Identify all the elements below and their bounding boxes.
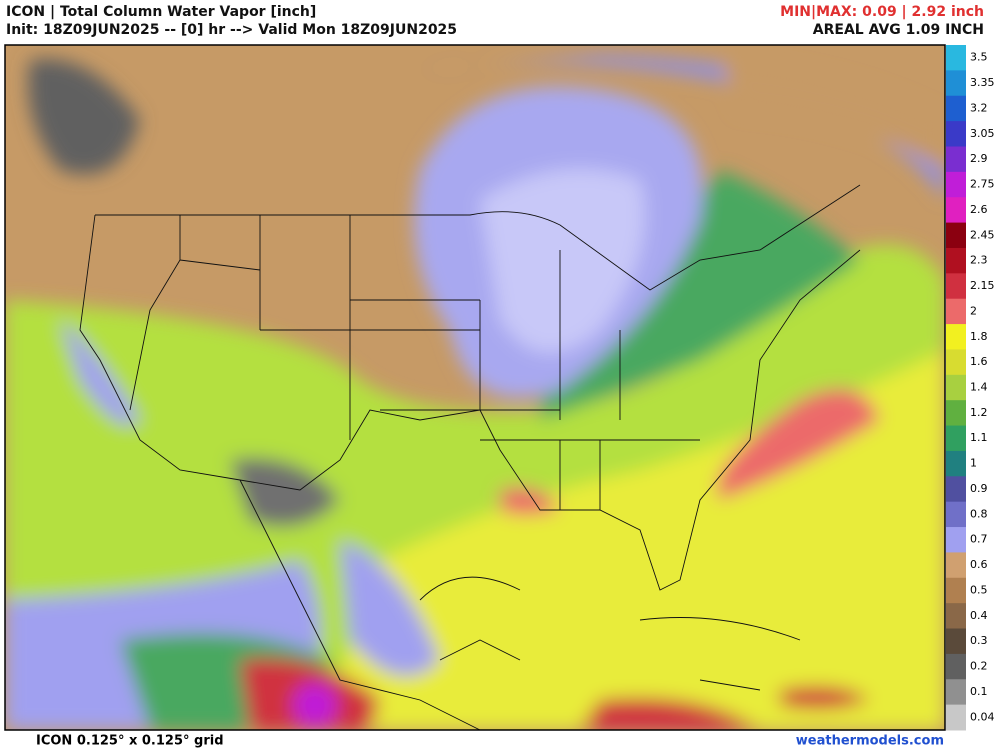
map-frame [4,44,946,731]
colorbar-label: 2.6 [970,203,988,216]
colorbar-swatch [946,476,966,503]
colorbar-label: 2.9 [970,152,988,165]
borders [79,184,861,730]
colorbar-label: 2.15 [970,279,995,292]
colorbar-label: 1.4 [970,381,988,394]
colorbar-label: 0.2 [970,660,988,673]
colorbar-label: 1 [970,457,977,470]
colorbar-label: 1.1 [970,431,988,444]
colorbar-label: 1.6 [970,355,988,368]
colorbar-swatch [946,171,966,198]
colorbar-swatch [946,324,966,350]
colorbar-label: 3.5 [970,51,988,64]
colorbar-label: 2 [970,304,977,317]
colorbar-swatch [946,374,966,401]
colorbar-swatch [946,425,966,452]
colorbar-label: 0.1 [970,685,988,698]
colorbar-swatch [946,628,966,655]
colorbar-swatch [946,704,966,731]
init-time: Init: 18Z09JUN2025 -- [0] hr --> Valid M… [6,22,458,38]
colorbar-label: 1.2 [970,406,988,419]
colorbar-swatch [946,45,966,71]
colorbar-swatch [946,679,966,706]
colorbar-label: 0.3 [970,634,988,647]
colorbar-label: 3.2 [970,101,988,114]
colorbar-label: 0.5 [970,583,988,596]
colorbar-swatch [946,298,966,325]
grid-info: ICON 0.125° x 0.125° grid [36,734,224,749]
colorbar-swatch [946,146,966,173]
colorbar-swatch [946,450,966,477]
colorbar-swatch [946,247,966,274]
colorbar-swatch [946,121,966,147]
colorbar-label: 0.04 [970,710,995,723]
colorbar-swatch [946,501,966,528]
colorbar-swatch [946,197,966,224]
colorbar-swatch [946,653,966,680]
colorbar-label: 2.75 [970,178,995,191]
colorbar-swatch [946,400,966,427]
colorbar-label: 0.8 [970,507,988,520]
colorbar-swatch [946,70,966,97]
colorbar-swatch [946,577,966,604]
colorbar-swatch [946,349,966,376]
colorbar-swatch [946,603,966,630]
colorbar-label: 3.05 [970,127,995,140]
site: weathermodels.com [796,734,944,749]
colorbar-label: 0.4 [970,609,988,622]
colorbar-swatch [946,222,966,249]
colorbar-swatch [946,95,966,122]
min-max: MIN|MAX: 0.09 | 2.92 inch [780,4,984,20]
colorbar-swatch [946,273,966,300]
field [5,45,945,730]
colorbar-label: 2.45 [970,228,995,241]
colorbar-swatch [946,552,966,579]
colorbar-label: 2.3 [970,254,988,267]
colorbar-label: 0.9 [970,482,988,495]
colorbar-label: 0.6 [970,558,988,571]
areal-average: AREAL AVG 1.09 INCH [812,22,984,38]
title: ICON | Total Column Water Vapor [inch] [6,4,317,20]
colorbar-label: 0.7 [970,533,988,546]
colorbar-label: 3.35 [970,76,995,89]
colorbar-swatch [946,527,966,553]
colorbar-label: 1.8 [970,330,988,343]
